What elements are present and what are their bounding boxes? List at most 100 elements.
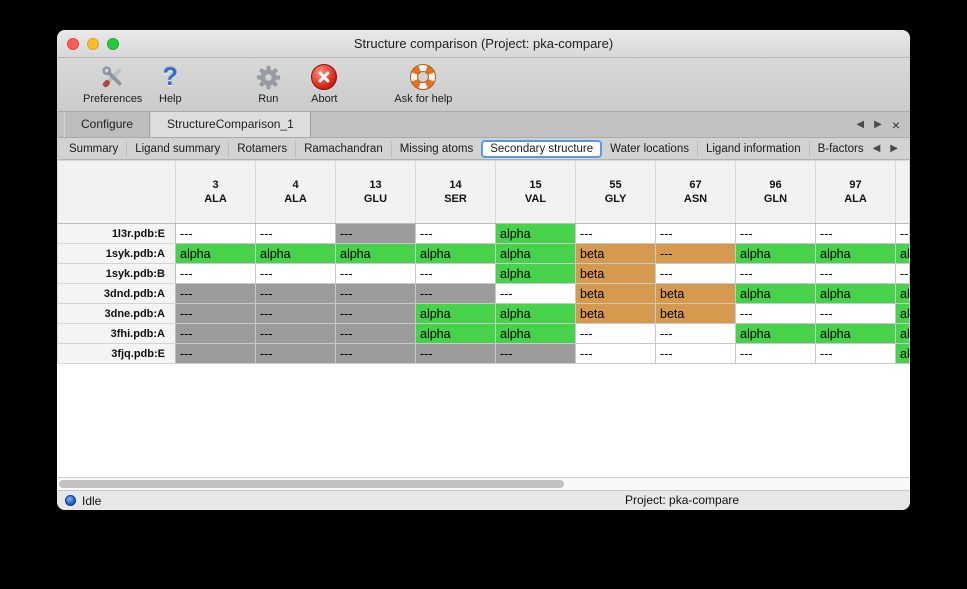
structure-cell[interactable]: --- [175,263,256,284]
structure-cell[interactable]: --- [335,263,416,284]
structure-cell[interactable]: --- [175,283,256,304]
structure-cell[interactable]: --- [655,323,736,344]
toolbar-label: Preferences [83,93,143,105]
structure-cell[interactable]: --- [255,323,336,344]
structure-cell[interactable]: --- [415,283,496,304]
subtab-scroll-left-icon[interactable]: ◀ [872,143,881,154]
tab-ligand-information[interactable]: Ligand information [696,140,809,157]
structure-cell[interactable]: --- [255,343,336,364]
close-window-button[interactable] [67,38,79,50]
structure-cell[interactable]: alpha [815,323,896,344]
structure-cell[interactable]: alpha [895,283,910,304]
structure-cell[interactable]: --- [495,343,576,364]
structure-cell[interactable]: alpha [495,263,576,284]
structure-cell[interactable]: alpha [895,303,910,324]
structure-cell[interactable]: alpha [735,283,816,304]
structure-cell[interactable]: --- [255,283,336,304]
structure-cell[interactable]: beta [575,263,656,284]
structure-cell[interactable]: --- [175,343,256,364]
structure-cell[interactable]: alpha [415,323,496,344]
tab-configure[interactable]: Configure [64,112,151,137]
tab-ramachandran[interactable]: Ramachandran [295,140,391,157]
structure-cell[interactable]: alpha [255,243,336,264]
tab-water-locations[interactable]: Water locations [610,142,689,155]
structure-cell[interactable]: --- [335,223,416,244]
tab-ligand-summary[interactable]: Ligand summary [126,140,228,157]
structure-cell[interactable]: --- [655,223,736,244]
tab-missing-atoms[interactable]: Missing atoms [390,140,482,157]
structure-cell[interactable]: --- [175,303,256,324]
tab-close-icon[interactable]: × [891,116,900,133]
help-button[interactable]: ? Help [142,62,198,106]
structure-cell[interactable]: --- [735,223,816,244]
structure-cell[interactable]: alpha [895,243,910,264]
tab-b-factors[interactable]: B-factors [808,140,872,157]
structure-cell[interactable]: --- [415,343,496,364]
structure-cell[interactable]: beta [655,283,736,304]
structure-cell[interactable]: alpha [495,243,576,264]
structure-cell[interactable]: alpha [495,223,576,244]
scrollbar-thumb[interactable] [59,480,564,488]
structure-cell[interactable]: --- [735,343,816,364]
structure-cell[interactable]: alpha [495,303,576,324]
subtab-scroll-right-icon[interactable]: ▶ [890,143,898,154]
structure-cell[interactable]: alpha [895,343,910,364]
tab-secondary-structure[interactable]: Secondary structure [481,139,603,158]
structure-cell[interactable]: alpha [895,323,910,344]
structure-cell[interactable]: --- [255,223,336,244]
horizontal-scrollbar[interactable] [57,477,910,490]
structure-cell[interactable]: --- [735,303,816,324]
structure-cell[interactable]: --- [415,263,496,284]
structure-cell[interactable]: --- [415,223,496,244]
abort-button[interactable]: Abort [296,62,352,105]
tab-summary[interactable]: Summary [69,142,119,155]
structure-cell[interactable]: beta [575,303,656,324]
structure-cell[interactable]: --- [575,343,656,364]
structure-cell[interactable]: --- [895,223,910,244]
structure-cell[interactable]: --- [335,303,416,324]
tab-structurecomparison-1[interactable]: StructureComparison_1 [150,112,311,137]
preferences-button[interactable]: Preferences [83,62,142,105]
run-button[interactable]: Run [240,62,296,105]
structure-cell[interactable]: --- [815,303,896,324]
structure-cell[interactable]: --- [175,323,256,344]
structure-cell[interactable]: alpha [175,243,256,264]
tab-rotamers[interactable]: Rotamers [228,140,295,157]
structure-cell[interactable]: --- [575,223,656,244]
structure-cell[interactable]: --- [335,343,416,364]
tab-scroll-right-icon[interactable]: ▶ [874,119,882,130]
structure-cell[interactable]: alpha [815,243,896,264]
structure-cell[interactable]: --- [815,263,896,284]
structure-cell[interactable]: beta [575,243,656,264]
structure-cell[interactable]: alpha [415,303,496,324]
row-header-3fhi-pdb-a: 3fhi.pdb:A [57,323,176,344]
structure-cell[interactable]: --- [495,283,576,304]
structure-cell[interactable]: --- [895,263,910,284]
structure-cell[interactable]: beta [575,283,656,304]
structure-cell[interactable]: --- [735,263,816,284]
zoom-window-button[interactable] [107,38,119,50]
toolbar: Preferences ? Help Run [57,58,910,112]
structure-cell[interactable]: --- [175,223,256,244]
structure-cell[interactable]: alpha [815,283,896,304]
structure-cell[interactable]: alpha [415,243,496,264]
structure-cell[interactable]: --- [335,323,416,344]
structure-cell[interactable]: alpha [335,243,416,264]
ask-for-help-button[interactable]: Ask for help [394,62,452,105]
primary-tab-nav: ◀ ▶ × [856,112,910,137]
structure-cell[interactable]: --- [335,283,416,304]
structure-cell[interactable]: --- [815,343,896,364]
structure-cell[interactable]: alpha [735,243,816,264]
structure-cell[interactable]: --- [255,263,336,284]
structure-cell[interactable]: --- [655,263,736,284]
structure-cell[interactable]: --- [655,343,736,364]
structure-cell[interactable]: --- [575,323,656,344]
tab-scroll-left-icon[interactable]: ◀ [856,119,865,130]
structure-cell[interactable]: --- [255,303,336,324]
structure-cell[interactable]: alpha [495,323,576,344]
structure-cell[interactable]: --- [815,223,896,244]
structure-cell[interactable]: --- [655,243,736,264]
structure-cell[interactable]: alpha [735,323,816,344]
structure-cell[interactable]: beta [655,303,736,324]
minimize-window-button[interactable] [87,38,99,50]
